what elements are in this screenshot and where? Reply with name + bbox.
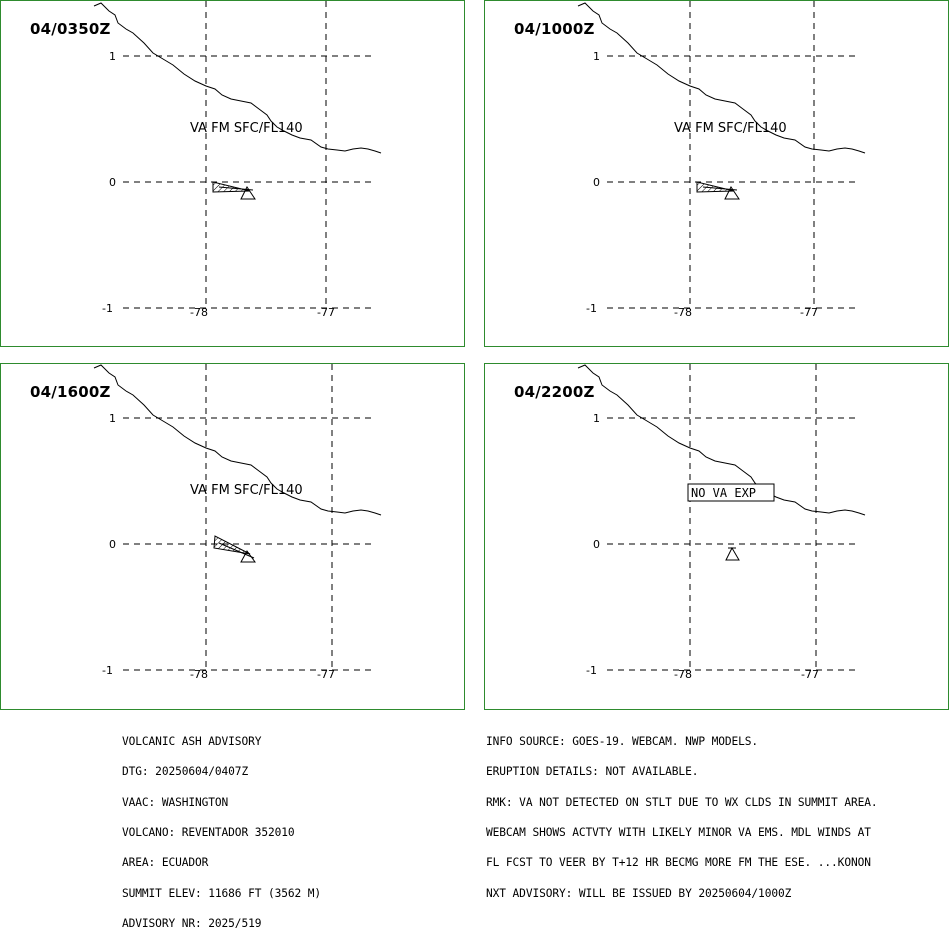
map-1: 1 0 -1 -78 -77 VA FM SFC/FL140 xyxy=(93,1,382,319)
va-label: VA FM SFC/FL140 xyxy=(674,121,787,136)
advisory-remarks-block: INFO SOURCE: GOES-19. WEBCAM. NWP MODELS… xyxy=(486,717,878,909)
forecast-panel-2: 1 0 -1 -78 -77 VA FM SFC/FL140 04/1000Z xyxy=(484,0,949,347)
lon-tick-minus77: -77 xyxy=(317,668,335,681)
coastline xyxy=(577,2,866,154)
lat-tick-0: 0 xyxy=(109,176,116,189)
va-label: VA FM SFC/FL140 xyxy=(190,121,303,136)
panel-title: 04/1600Z xyxy=(30,383,111,401)
advisory-line: RMK: VA NOT DETECTED ON STLT DUE TO WX C… xyxy=(486,795,878,809)
advisory-line: NXT ADVISORY: WILL BE ISSUED BY 20250604… xyxy=(486,886,792,900)
lon-tick-minus77: -77 xyxy=(801,668,819,681)
volcano-icon xyxy=(724,186,740,200)
advisory-line: AREA: ECUADOR xyxy=(122,856,209,870)
ash-cloud-3 xyxy=(213,535,256,563)
wind-arrow xyxy=(218,186,254,191)
advisory-header-block: VOLCANIC ASH ADVISORY DTG: 20250604/0407… xyxy=(122,717,321,939)
advisory-line: DTG: 20250604/0407Z xyxy=(122,765,249,779)
ash-cloud-polygon xyxy=(696,181,735,193)
graticule xyxy=(607,364,857,671)
advisory-line: VOLCANIC ASH ADVISORY xyxy=(122,735,262,749)
advisory-line: SUMMIT ELEV: 11686 FT (3562 M) xyxy=(122,886,322,900)
volcano-marker xyxy=(725,546,740,561)
coastline xyxy=(93,2,382,154)
lat-tick-0: 0 xyxy=(109,538,116,551)
panel-title: 04/0350Z xyxy=(30,20,111,38)
lon-tick-minus78: -78 xyxy=(190,668,208,681)
va-label: VA FM SFC/FL140 xyxy=(190,483,303,498)
lon-tick-minus78: -78 xyxy=(674,668,692,681)
map-4: 1 0 -1 -78 -77 NO VA EXP xyxy=(577,364,866,681)
advisory-line: ADVISORY NR: 2025/519 xyxy=(122,916,262,930)
panel-title: 04/1000Z xyxy=(514,20,595,38)
lat-tick-minus1: -1 xyxy=(102,664,113,677)
no-va-box xyxy=(687,483,775,502)
ash-cloud-polygon xyxy=(212,181,251,193)
advisory-line: VAAC: WASHINGTON xyxy=(122,795,229,809)
lon-tick-minus78: -78 xyxy=(674,306,692,319)
coastline xyxy=(577,364,866,516)
lon-tick-minus77: -77 xyxy=(800,306,818,319)
volcano-icon xyxy=(240,550,256,563)
ash-cloud-polygon xyxy=(213,535,251,555)
lat-tick-minus1: -1 xyxy=(102,302,113,315)
graticule xyxy=(607,1,857,309)
no-va-label: NO VA EXP xyxy=(691,486,756,500)
volcano-icon xyxy=(240,186,256,200)
ash-cloud-2 xyxy=(696,181,740,200)
panel-title: 04/2200Z xyxy=(514,383,595,401)
volcano-icon xyxy=(725,546,740,561)
lat-tick-1: 1 xyxy=(109,412,116,425)
advisory-line: VOLCANO: REVENTADOR 352010 xyxy=(122,826,295,840)
forecast-panel-3: 1 0 -1 -78 -77 VA FM SFC/FL140 04/1600Z xyxy=(0,363,465,710)
ash-cloud-1 xyxy=(212,181,256,200)
lat-tick-0: 0 xyxy=(593,538,600,551)
lat-tick-1: 1 xyxy=(593,412,600,425)
lon-tick-minus78: -78 xyxy=(190,306,208,319)
lat-tick-1: 1 xyxy=(109,50,116,63)
lat-tick-minus1: -1 xyxy=(586,302,597,315)
advisory-line: ERUPTION DETAILS: NOT AVAILABLE. xyxy=(486,765,699,779)
lat-tick-1: 1 xyxy=(593,50,600,63)
lat-tick-0: 0 xyxy=(593,176,600,189)
map-3: 1 0 -1 -78 -77 VA FM SFC/FL140 xyxy=(93,364,382,681)
forecast-panel-1: 1 0 -1 -78 -77 VA FM SFC/FL140 04/0350Z xyxy=(0,0,465,347)
advisory-line: FL FCST TO VEER BY T+12 HR BECMG MORE FM… xyxy=(486,856,871,870)
forecast-panel-4: 1 0 -1 -78 -77 NO VA EXP 04/2200Z xyxy=(484,363,949,710)
advisory-line: INFO SOURCE: GOES-19. WEBCAM. NWP MODELS… xyxy=(486,735,759,749)
map-2: 1 0 -1 -78 -77 VA FM SFC/FL140 xyxy=(577,1,866,319)
lat-tick-minus1: -1 xyxy=(586,664,597,677)
lon-tick-minus77: -77 xyxy=(317,306,335,319)
coastline xyxy=(93,364,382,516)
wind-arrow xyxy=(218,542,255,559)
wind-arrow xyxy=(702,186,738,191)
graticule xyxy=(123,364,373,671)
advisory-line: WEBCAM SHOWS ACTVTY WITH LIKELY MINOR VA… xyxy=(486,826,871,840)
graticule xyxy=(123,1,373,309)
